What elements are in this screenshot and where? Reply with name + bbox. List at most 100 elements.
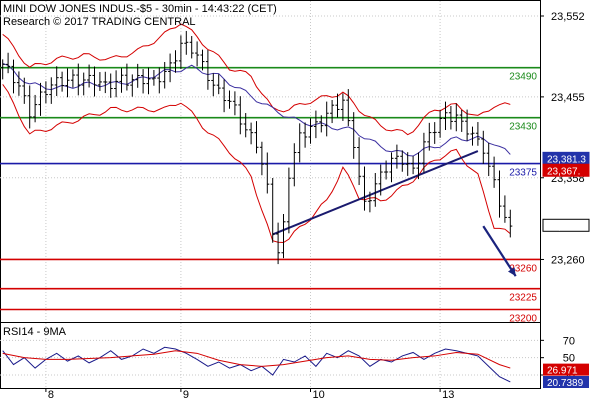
ohlc-bar <box>357 137 362 186</box>
ohlc-bar <box>65 68 70 98</box>
price-value-tag: 23,367. <box>542 163 590 177</box>
ohlc-bar <box>92 66 97 97</box>
ohlc-bar <box>238 96 243 135</box>
rsi-tick-label: 50 <box>563 353 575 365</box>
ohlc-bar <box>43 81 48 104</box>
time-x-axis: 8 9 10 13 <box>45 388 454 400</box>
tag-box <box>542 218 590 232</box>
level-label: 23260 <box>509 263 537 274</box>
ohlc-bar <box>276 222 281 265</box>
time-tick-label: 9 <box>183 389 189 400</box>
ohlc-bar <box>81 72 86 96</box>
level-label: 23375 <box>509 168 537 179</box>
chart-title: MINI DOW JONES INDUS.-$5 - 30min - 14:43… <box>3 3 277 15</box>
ohlc-bar <box>33 94 38 123</box>
ohlc-bar <box>178 35 183 70</box>
ohlc-bar <box>141 69 146 94</box>
ohlc-bar <box>108 73 113 98</box>
ohlc-bar <box>27 85 32 129</box>
price-grid <box>0 1 540 388</box>
time-tick-label: 13 <box>442 389 454 400</box>
rsi-tick-label: 70 <box>563 335 575 347</box>
ohlc-bar <box>216 74 221 95</box>
price-panel-frame <box>0 0 541 323</box>
moving-average-line <box>2 63 511 157</box>
ohlc-bar <box>16 71 21 96</box>
bollinger-lower-line <box>2 84 511 244</box>
price-bars <box>0 30 513 265</box>
tag-label: 20.7389 <box>547 378 584 389</box>
ohlc-bar <box>254 121 259 154</box>
ohlc-bar <box>38 82 43 116</box>
ohlc-bar <box>49 77 54 104</box>
ohlc-bar <box>324 101 329 137</box>
ohlc-bar <box>222 79 227 113</box>
rsi-value-tag: 26.971 <box>543 363 589 377</box>
ohlc-bar <box>405 152 410 176</box>
support-resistance-levels: 23490 23430 23375 23260 23225 23200 <box>0 66 540 324</box>
ohlc-bar <box>114 70 119 98</box>
ohlc-bar <box>87 64 92 88</box>
level-label: 23200 <box>509 313 537 324</box>
ohlc-bar <box>70 69 75 88</box>
ohlc-bar <box>330 100 335 124</box>
tag-box <box>542 163 590 177</box>
ohlc-bar <box>351 112 356 159</box>
tag-box <box>543 363 589 376</box>
price-tick-label: 23,455 <box>551 92 585 104</box>
tag-label: 23,301 <box>547 221 578 232</box>
ohlc-bar <box>292 143 297 187</box>
tag-label: 23,367. <box>547 166 580 177</box>
ohlc-bar <box>0 59 5 80</box>
bollinger-upper-line <box>2 23 511 136</box>
rsi-panel-title: RSI14 - 9MA <box>3 326 67 338</box>
level-label: 23490 <box>509 72 537 83</box>
ohlc-bar <box>265 152 270 194</box>
ohlc-bar <box>211 73 216 97</box>
ohlc-bar <box>502 195 507 223</box>
ohlc-bar <box>162 61 167 89</box>
ohlc-bar <box>319 115 324 133</box>
ohlc-bar <box>432 122 437 144</box>
rsi-panel-frame <box>0 322 541 389</box>
ohlc-bar <box>200 49 205 71</box>
ohlc-bar <box>335 93 340 118</box>
ohlc-bar <box>416 152 421 180</box>
time-tick-label: 10 <box>313 389 325 400</box>
ohlc-bar <box>427 122 432 151</box>
ohlc-bar <box>492 156 497 188</box>
ohlc-bar <box>270 177 275 243</box>
ohlc-bar <box>373 172 378 207</box>
ohlc-bar <box>421 132 426 173</box>
ohlc-bar <box>259 141 264 176</box>
tag-box <box>543 376 589 388</box>
arrow-shaft <box>482 225 517 277</box>
price-tick-label: 23,260 <box>551 254 585 266</box>
forecast-arrow <box>482 225 517 277</box>
ohlc-bar <box>22 77 27 104</box>
ohlc-bar <box>443 101 448 131</box>
tag-label: 26.971 <box>547 366 578 377</box>
ohlc-bar <box>508 209 513 238</box>
ohlc-bar <box>470 126 475 146</box>
ohlc-bar <box>411 156 416 175</box>
level-label: 23430 <box>509 122 537 133</box>
ohlc-bar <box>384 160 389 180</box>
ohlc-bar <box>367 191 372 213</box>
ohlc-bar <box>308 118 313 144</box>
rsi-series-line <box>2 350 511 369</box>
price-value-tag: 23,301 <box>542 218 590 232</box>
ohlc-bar <box>6 52 11 74</box>
ohlc-bar <box>486 142 491 177</box>
rsi-value-tag: 20.7389 <box>543 376 589 389</box>
ohlc-bar <box>481 130 486 164</box>
ohlc-bar <box>313 110 318 139</box>
ohlc-bar <box>97 72 102 91</box>
ohlc-bar <box>168 53 173 83</box>
time-tick-label: 8 <box>48 389 54 400</box>
ohlc-bar <box>76 63 81 96</box>
ohlc-bar <box>340 93 345 121</box>
ohlc-bar <box>497 170 502 218</box>
